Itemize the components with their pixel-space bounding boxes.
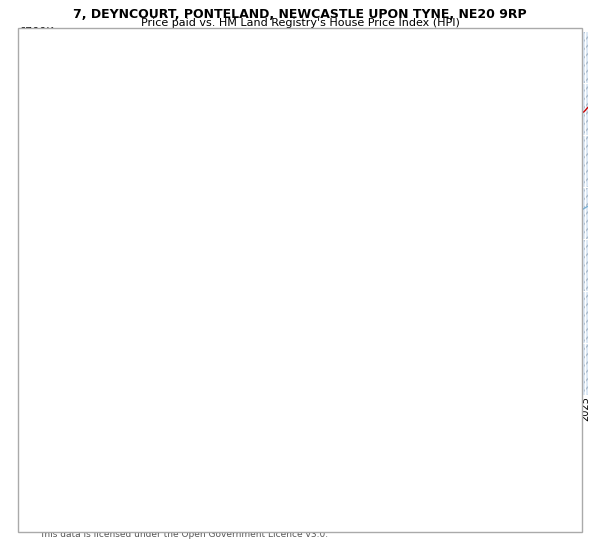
Bar: [57, 31, 101, 395]
Text: 11-SEP-1995: 11-SEP-1995: [60, 455, 131, 465]
Text: 1: 1: [35, 455, 43, 465]
Text: 69% ↑ HPI: 69% ↑ HPI: [312, 455, 371, 465]
Text: £395,000: £395,000: [177, 475, 230, 485]
Text: 1: 1: [97, 39, 104, 49]
Text: 67% ↑ HPI: 67% ↑ HPI: [312, 475, 371, 485]
Text: 7, DEYNCOURT, PONTELAND, NEWCASTLE UPON TYNE, NE20 9RP (detached house): 7, DEYNCOURT, PONTELAND, NEWCASTLE UPON …: [78, 408, 512, 418]
Text: 25-JUN-2015: 25-JUN-2015: [60, 475, 131, 485]
Text: 7, DEYNCOURT, PONTELAND, NEWCASTLE UPON TYNE, NE20 9RP: 7, DEYNCOURT, PONTELAND, NEWCASTLE UPON …: [73, 8, 527, 21]
Text: £135,500: £135,500: [177, 455, 230, 465]
Bar: [584, 31, 588, 395]
Text: Price paid vs. HM Land Registry's House Price Index (HPI): Price paid vs. HM Land Registry's House …: [140, 18, 460, 29]
Text: 2: 2: [35, 475, 43, 485]
Text: ———: ———: [42, 407, 67, 420]
Text: 2: 2: [424, 39, 431, 49]
Text: HPI: Average price, detached house, Northumberland: HPI: Average price, detached house, Nort…: [78, 428, 357, 438]
Text: ———: ———: [42, 427, 67, 440]
Text: Contains HM Land Registry data © Crown copyright and database right 2024.
This d: Contains HM Land Registry data © Crown c…: [39, 519, 391, 539]
